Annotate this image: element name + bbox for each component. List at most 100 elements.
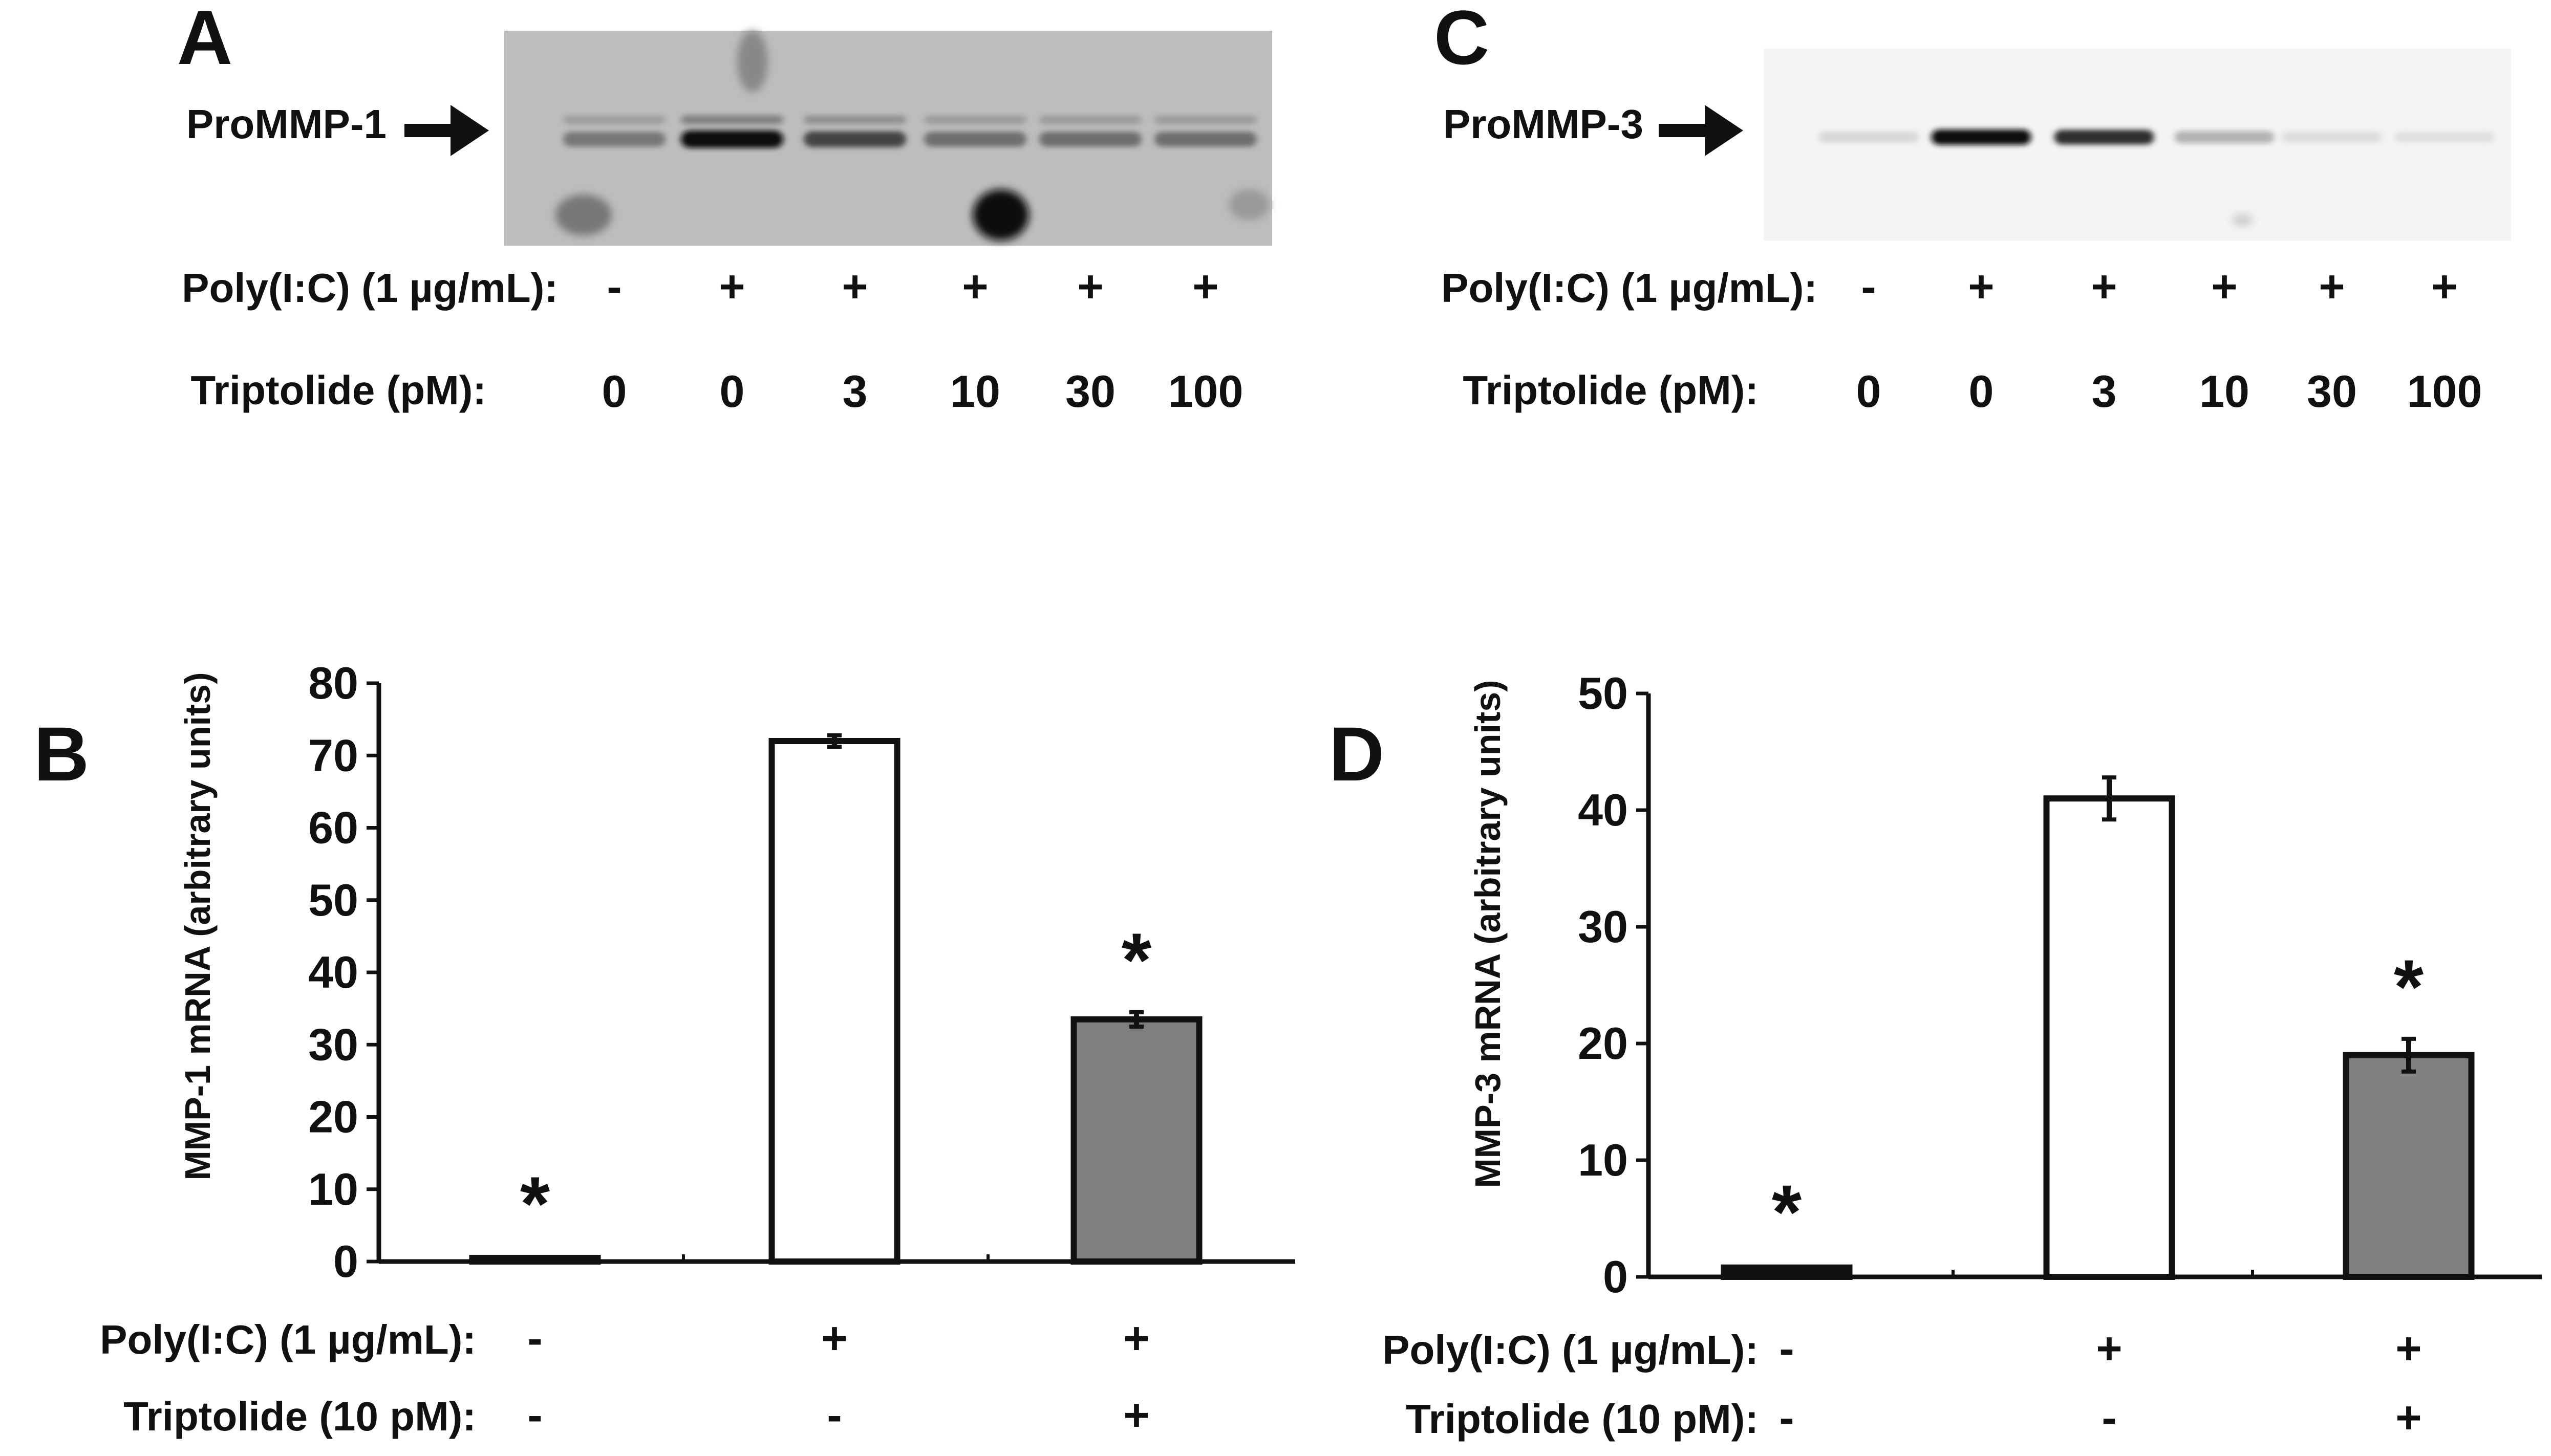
a-band-lane-6 [1154, 132, 1257, 147]
a-band-lane-1 [563, 132, 666, 147]
panel-d-row-1-value-3: + [2395, 1392, 2421, 1443]
panel-a-row-polyic-label: Poly(I:C) (1 µg/mL): [182, 265, 558, 311]
a-row-1-lane-2: 0 [720, 366, 745, 417]
panel-b-row-0-value-2: + [821, 1313, 847, 1363]
a-row-1-lane-4: 10 [950, 366, 1000, 417]
c-band-lane-2 [1931, 129, 2031, 145]
panel-b-row-1-label: Triptolide (10 pM): [123, 1394, 476, 1439]
c-row-1-lane-6: 100 [2407, 366, 2482, 417]
panel-d-bar-3 [2343, 1052, 2475, 1280]
panel-d-bar-1 [1721, 1264, 1853, 1280]
panel-d-row-0-label: Poly(I:C) (1 µg/mL): [1382, 1327, 1759, 1373]
a-upper-band-lane-6 [1154, 115, 1257, 124]
panel-b-ylabel: MMP-1 mRNA (arbitrary units) [178, 672, 218, 1180]
a-band-lane-5 [1039, 132, 1142, 147]
panel-c: C ProMMP-3 Poly(I:C) (1 µg/mL): Triptoli… [1434, 0, 2511, 417]
panel-b-row-1-value-2: - [827, 1389, 842, 1440]
c-row-1-lane-3: 3 [2092, 366, 2117, 417]
panel-b-y-tick-label-50: 50 [308, 875, 358, 925]
panel-d-y-tick-label-0: 0 [1603, 1251, 1628, 1302]
panel-d-significance-1: * [1772, 1169, 1802, 1255]
panel-c-letter: C [1434, 0, 1489, 80]
panel-b-y-tick-label-60: 60 [308, 802, 358, 853]
panel-b-bar-1 [469, 1254, 601, 1265]
panel-d-ylabel: MMP-3 mRNA (arbitrary units) [1468, 680, 1508, 1188]
a-blot-artifact-4 [737, 31, 768, 92]
panel-b-row-1-value-3: + [1123, 1389, 1149, 1440]
panel-d-y-tick-label-50: 50 [1578, 668, 1628, 719]
a-row-1-lane-1: 0 [602, 366, 627, 417]
panel-a-letter: A [177, 0, 232, 80]
a-row-0-lane-5: + [1077, 261, 1103, 312]
panel-c-arrow [1659, 105, 1743, 156]
a-blot-artifact-1 [555, 194, 612, 235]
panel-b-y-tick-label-30: 30 [308, 1019, 358, 1070]
panel-b-row-0-label: Poly(I:C) (1 µg/mL): [100, 1317, 476, 1362]
c-row-0-lane-2: + [1968, 261, 1994, 312]
panel-b-chart: 0 10 20 30 40 50 60 70 80 * * Poly(I:C) (1 µg/mL): -… [100, 658, 1295, 1440]
panel-b-y-tick-label-80: 80 [308, 658, 358, 708]
panel-a-arrow [404, 105, 489, 156]
panel-a-rows: Poly(I:C) (1 µg/mL): Triptolide (pM): - +… [182, 261, 1243, 417]
panel-d-row-1-label: Triptolide (10 pM): [1406, 1396, 1759, 1442]
panel-d-y-tick-label-40: 40 [1578, 785, 1628, 835]
c-row-1-lane-5: 30 [2307, 366, 2357, 417]
a-band-lane-2 [681, 131, 783, 148]
c-row-0-lane-1: - [1861, 261, 1876, 312]
panel-b-significance-1: * [520, 1161, 550, 1247]
a-row-1-lane-6: 100 [1168, 366, 1244, 417]
panel-b-bar-2 [768, 738, 901, 1265]
panel-a: A ProMMP-1 Poly(I:C) (1 µg/mL): Triptoli… [177, 0, 1272, 417]
panel-c-rows: Poly(I:C) (1 µg/mL): Triptolide (pM): - +… [1441, 261, 2482, 417]
panel-d-y-tick-label-10: 10 [1578, 1135, 1628, 1185]
panel-d: D MMP-3 mRNA (arbitrary units) 0 10 20 30 40… [1329, 668, 2542, 1443]
a-row-1-lane-3: 3 [843, 366, 868, 417]
c-band-lane-4 [2174, 131, 2275, 144]
c-row-0-lane-5: + [2319, 261, 2345, 312]
c-row-0-lane-4: + [2211, 261, 2237, 312]
panel-b-row-0-value-3: + [1123, 1313, 1149, 1363]
c-row-1-lane-4: 10 [2199, 366, 2249, 417]
panel-b-y-tick-label-10: 10 [308, 1164, 358, 1214]
a-upper-band-lane-2 [681, 115, 783, 124]
panel-b: B MMP-1 mRNA (arbitrary units) 0 10 20 30 40… [34, 658, 1295, 1440]
c-row-0-lane-6: + [2431, 261, 2457, 312]
panel-d-letter: D [1329, 711, 1384, 797]
panel-b-row-0-value-1: - [527, 1313, 542, 1363]
panel-b-y-tick-label-0: 0 [333, 1236, 358, 1287]
panel-b-y-tick-label-70: 70 [308, 730, 358, 780]
panel-d-row-0-value-3: + [2395, 1323, 2421, 1374]
a-band-lane-4 [924, 132, 1026, 147]
panel-b-row-1-value-1: - [527, 1389, 542, 1440]
a-row-1-lane-5: 30 [1065, 366, 1116, 417]
c-row-1-lane-1: 0 [1856, 366, 1881, 417]
a-row-0-lane-6: + [1192, 261, 1218, 312]
a-upper-band-lane-3 [804, 115, 906, 124]
panel-b-y-tick-label-20: 20 [308, 1092, 358, 1142]
c-row-1-lane-2: 0 [1969, 366, 1994, 417]
panel-c-band-label: ProMMP-3 [1443, 101, 1643, 147]
a-upper-band-lane-4 [924, 115, 1026, 124]
c-band-lane-6 [2394, 132, 2495, 143]
c-band-lane-3 [2054, 129, 2154, 145]
panel-d-bar-2 [2043, 795, 2175, 1280]
panel-c-row-triptolide-label: Triptolide (pM): [1463, 367, 1759, 413]
a-row-0-lane-3: + [842, 261, 868, 312]
panel-a-band-label: ProMMP-1 [186, 101, 387, 147]
panel-d-significance-3: * [2394, 944, 2424, 1030]
panel-d-y-tick-label-30: 30 [1578, 901, 1628, 952]
panel-d-row-1-value-2: - [2102, 1392, 2116, 1443]
a-upper-band-lane-1 [563, 115, 666, 124]
panel-b-significance-3: * [1122, 917, 1152, 1003]
panel-a-blot [504, 31, 1272, 246]
a-blot-artifact-3 [1229, 189, 1270, 220]
c-band-lane-1 [1818, 131, 1919, 143]
a-upper-band-lane-5 [1039, 115, 1142, 124]
a-row-0-lane-1: - [607, 261, 621, 312]
panel-d-y-tick-label-20: 20 [1578, 1018, 1628, 1069]
panel-d-row-0-value-1: - [1779, 1323, 1794, 1374]
panel-d-row-0-value-2: + [2096, 1323, 2122, 1374]
panel-b-y-tick-label-40: 40 [308, 947, 358, 997]
